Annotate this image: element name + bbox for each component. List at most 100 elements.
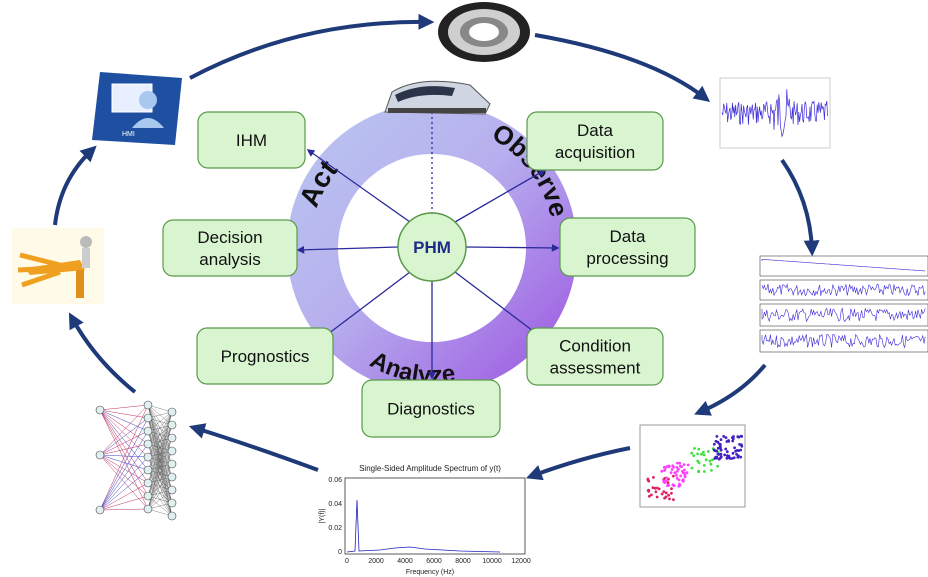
scatter-dot bbox=[716, 464, 719, 468]
scatter-dot bbox=[654, 490, 658, 494]
subplot-line bbox=[761, 333, 926, 349]
scatter-dot bbox=[704, 458, 708, 462]
net-node bbox=[167, 446, 177, 456]
scatter-dot bbox=[715, 456, 719, 460]
center-node bbox=[397, 212, 467, 282]
scatter-dot bbox=[679, 474, 683, 478]
net-node bbox=[167, 472, 177, 482]
net-edge bbox=[99, 482, 149, 511]
scatter-dot bbox=[683, 468, 686, 472]
scatter-dot bbox=[724, 447, 728, 451]
net-node bbox=[143, 491, 153, 501]
scatter-dot bbox=[647, 489, 651, 493]
net-node bbox=[167, 407, 177, 417]
box-label: Prognostics bbox=[221, 347, 310, 366]
subplot bbox=[759, 303, 928, 327]
scatter-dot bbox=[716, 446, 720, 450]
spectrum-plot: Single-Sided Amplitude Spectrum of y(t) … bbox=[319, 464, 531, 576]
scatter-dot bbox=[678, 461, 682, 465]
box-line: Condition bbox=[559, 337, 631, 356]
scatter-dot bbox=[655, 495, 659, 499]
scatter-dot bbox=[712, 448, 716, 452]
net-edge bbox=[99, 443, 149, 456]
scatter-dot bbox=[675, 469, 679, 473]
box-line: acquisition bbox=[555, 143, 635, 162]
vibration-plot bbox=[719, 77, 831, 149]
box-line: Prognostics bbox=[221, 347, 310, 366]
net-edge bbox=[99, 454, 149, 458]
net-edge bbox=[147, 411, 173, 432]
scatter-dot bbox=[719, 452, 723, 456]
scatter-dot bbox=[734, 449, 737, 453]
scatter-dot bbox=[670, 491, 673, 495]
scatter-dot bbox=[650, 493, 653, 497]
scatter-dot bbox=[719, 448, 723, 452]
scatter-dot bbox=[670, 487, 673, 491]
net-edge bbox=[147, 411, 173, 445]
scatter-dot bbox=[739, 448, 743, 452]
scatter-dot bbox=[693, 447, 696, 450]
scatter-dot bbox=[647, 494, 651, 498]
net-node bbox=[143, 478, 153, 488]
scatter-dot bbox=[657, 487, 661, 491]
box-line: analysis bbox=[199, 250, 260, 269]
scatter-dot bbox=[667, 493, 670, 497]
net-edge bbox=[147, 463, 173, 510]
scatter-dot bbox=[711, 458, 714, 462]
x-tick-label: 4000 bbox=[397, 558, 413, 565]
scatter-dot bbox=[679, 464, 682, 468]
scatter-dot bbox=[715, 435, 719, 438]
scatter-dot bbox=[709, 462, 713, 466]
net-edge bbox=[99, 409, 149, 432]
boxes: IHM Data acquisition Data processing Conditio… bbox=[162, 111, 696, 438]
net-edge bbox=[147, 411, 173, 510]
net-node bbox=[95, 405, 105, 415]
scatter-dot bbox=[696, 452, 699, 456]
scatter-dot bbox=[718, 442, 721, 446]
net-edge bbox=[99, 456, 149, 511]
scatter-dot bbox=[719, 438, 723, 441]
x-tick-label: 2000 bbox=[368, 558, 384, 565]
net-edge bbox=[99, 443, 149, 511]
net-node bbox=[167, 433, 177, 443]
net-node bbox=[167, 498, 177, 508]
scatter-dot bbox=[664, 491, 668, 495]
net-edge bbox=[99, 409, 149, 471]
net-edge bbox=[99, 454, 149, 484]
net-edge bbox=[147, 489, 173, 510]
x-tick-label: 8000 bbox=[455, 558, 471, 565]
scatter-dot bbox=[727, 454, 731, 458]
scatter-dot bbox=[696, 459, 700, 463]
x-tick-label: 6000 bbox=[426, 558, 442, 565]
scatter-dot bbox=[732, 435, 735, 438]
scatter-dot bbox=[651, 486, 655, 489]
decision-icon bbox=[12, 228, 104, 304]
scatter-dot bbox=[735, 453, 738, 456]
box bbox=[361, 379, 501, 438]
scatter-dot bbox=[739, 455, 743, 459]
box-line: IHM bbox=[236, 131, 267, 150]
box-label: Condition assessment bbox=[550, 337, 641, 378]
net-node bbox=[143, 400, 153, 410]
scatter-dot bbox=[653, 486, 657, 490]
scatter-dot bbox=[662, 480, 666, 484]
scatter-dot bbox=[670, 468, 674, 471]
scatter-dot bbox=[677, 467, 680, 471]
net-edge bbox=[99, 508, 149, 511]
scatter-dot bbox=[652, 476, 655, 479]
scatter-dot bbox=[663, 468, 667, 472]
y-axis-label: |Y(f)| bbox=[319, 508, 326, 523]
subplot-line bbox=[761, 307, 926, 323]
subplot bbox=[759, 255, 928, 277]
scatter-dot bbox=[646, 477, 650, 481]
net-node bbox=[143, 426, 153, 436]
scatter-dot bbox=[665, 476, 669, 480]
net-node bbox=[143, 452, 153, 462]
net-edge bbox=[99, 454, 149, 497]
net-edge bbox=[99, 404, 149, 411]
net-node bbox=[95, 505, 105, 515]
net-node bbox=[167, 485, 177, 495]
box bbox=[196, 327, 334, 385]
scatter-dot bbox=[740, 435, 744, 438]
scatter-dot bbox=[672, 498, 675, 501]
